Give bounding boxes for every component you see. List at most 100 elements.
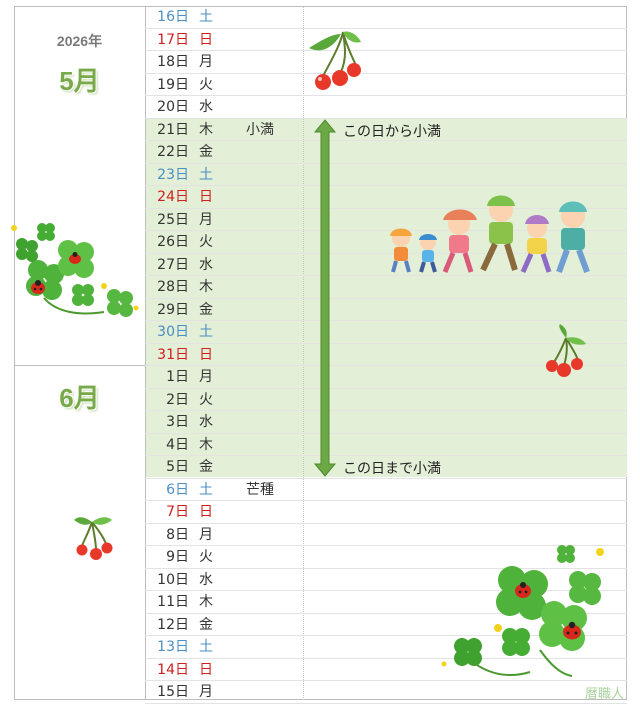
four-leaf-clover-icon [11,223,139,317]
day-row: 2日火 [145,389,627,411]
day-of-week: 土 [199,639,213,655]
day-row: 29日金 [145,299,627,321]
day-of-week: 火 [199,234,213,250]
day-row: 21日木 小満 [145,119,627,141]
day-row: 11日木 [145,591,627,614]
day-row: 10日水 [145,569,627,591]
day-row: 1日月 [145,366,627,389]
day-row: 14日日 [145,659,627,681]
day-date: 18日 [157,54,189,70]
day-row: 22日金 [145,141,627,164]
day-of-week: 土 [199,166,213,183]
day-of-week: 水 [199,256,213,273]
day-row: 18日月 [145,51,627,74]
day-row: 30日土 [145,321,627,344]
day-of-week: 木 [199,121,213,138]
day-row: 25日月 [145,209,627,231]
day-date: 7日 [166,504,189,520]
day-of-week: 日 [199,504,213,520]
day-row: 13日土 [145,636,627,659]
day-row: 28日木 [145,276,627,299]
day-of-week: 月 [199,684,213,700]
day-date: 26日 [157,234,189,250]
day-date: 16日 [157,9,189,25]
day-of-week: 水 [199,414,213,430]
day-date: 22日 [157,144,189,160]
day-row: 6日土 芒種 [145,479,627,501]
day-date: 17日 [157,31,189,48]
day-date: 27日 [157,256,189,273]
day-row: 27日水 [145,254,627,276]
day-row: 26日火 [145,231,627,254]
day-of-week: 金 [199,459,213,475]
day-of-week: 月 [199,526,213,543]
solar-term-label: 芒種 [246,481,274,498]
day-row: 3日水 [145,411,627,434]
day-row: 31日日 [145,344,627,366]
day-date: 24日 [157,189,189,205]
day-date: 5日 [166,459,189,475]
day-of-week: 金 [199,301,213,318]
day-of-week: 木 [199,279,213,295]
month-divider [14,365,145,366]
day-row: 8日月 [145,524,627,546]
day-of-week: 火 [199,549,213,565]
day-row: 23日土 [145,164,627,186]
day-of-week: 土 [199,9,213,25]
month-label-june: 6月 [59,383,100,413]
day-row: 19日火 [145,74,627,96]
ladybug-icon [563,621,581,640]
cherry-icon [546,324,586,377]
day-row: 5日金 [145,456,627,479]
shoman-period-highlight [145,118,627,477]
cherry-icon [309,31,361,90]
period-start-note: この日から小満 [343,124,441,140]
day-date: 12日 [157,616,189,633]
day-date: 2日 [166,391,189,408]
month-label-may: 5月 [59,66,100,96]
year-label: 2026年 [56,33,103,49]
day-of-week: 月 [199,369,213,385]
day-date: 11日 [157,594,189,610]
day-row: 16日土 [145,6,627,29]
day-date: 31日 [157,346,189,363]
day-date: 8日 [166,526,189,543]
day-date: 30日 [157,324,189,340]
day-of-week: 木 [199,594,213,610]
day-row: 12日金 [145,614,627,636]
day-of-week: 水 [199,571,213,588]
day-date: 1日 [166,369,189,385]
column-divider [145,6,146,700]
day-row: 24日日 [145,186,627,209]
column-divider-dotted [303,6,305,700]
day-of-week: 土 [199,481,213,498]
day-date: 28日 [157,279,189,295]
day-of-week: 月 [199,211,213,228]
day-date: 6日 [166,481,189,498]
day-date: 21日 [157,121,189,138]
day-row: 7日日 [145,501,627,524]
day-of-week: 火 [199,76,213,93]
day-date: 14日 [157,661,189,678]
day-of-week: 日 [199,189,213,205]
day-row: 17日日 [145,29,627,51]
day-row: 4日木 [145,434,627,456]
day-of-week: 月 [199,54,213,70]
day-date: 25日 [157,211,189,228]
ladybug-icon [515,582,531,598]
day-date: 9日 [166,549,189,565]
day-date: 23日 [157,166,189,183]
solar-term-label: 小満 [246,121,274,138]
day-of-week: 日 [199,661,213,678]
day-date: 15日 [157,684,189,700]
ladybug-icon [69,252,81,264]
day-date: 4日 [166,436,189,453]
period-end-note: この日まで小満 [343,461,441,477]
hiking-family-illustration [390,195,590,274]
day-of-week: 火 [199,391,213,408]
day-of-week: 水 [199,99,213,115]
day-date: 19日 [157,76,189,93]
day-of-week: 金 [199,616,213,633]
four-leaf-clover-icon [441,545,604,677]
cherry-icon [74,517,113,560]
